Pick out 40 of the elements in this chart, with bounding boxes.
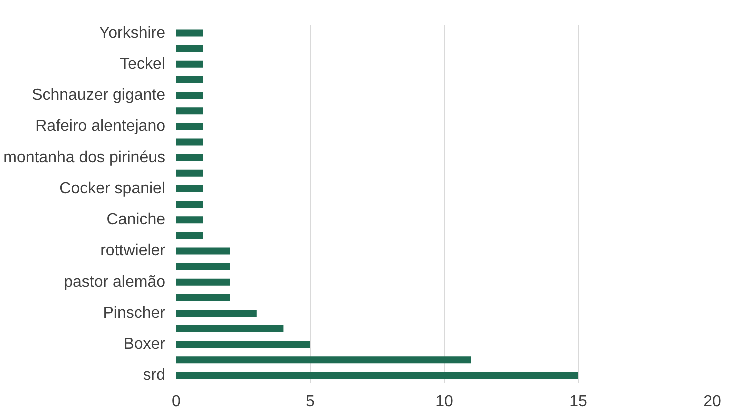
x-tick-label: 10 bbox=[436, 394, 454, 410]
bar bbox=[176, 170, 204, 177]
y-tick-label: rottwieler bbox=[100, 242, 166, 260]
y-tick-label: Cocker spaniel bbox=[60, 180, 166, 198]
bar bbox=[176, 278, 230, 286]
bar bbox=[176, 294, 230, 302]
bar bbox=[176, 310, 257, 317]
bar bbox=[176, 216, 204, 224]
bar bbox=[176, 60, 204, 68]
y-tick-label: pastor alemão bbox=[64, 274, 166, 291]
y-tick-label: montanha dos pirinéus bbox=[4, 149, 166, 166]
bar bbox=[176, 92, 204, 100]
y-tick-label: srd bbox=[143, 367, 166, 384]
bar bbox=[176, 232, 204, 240]
bar bbox=[176, 356, 472, 364]
x-tick-label: 0 bbox=[172, 394, 182, 410]
bar bbox=[176, 263, 230, 270]
bar bbox=[176, 201, 204, 208]
bar bbox=[176, 248, 230, 255]
x-tick-label: 5 bbox=[306, 394, 316, 410]
y-tick-label: Teckel bbox=[120, 56, 166, 73]
bar bbox=[176, 326, 284, 333]
bar bbox=[176, 185, 204, 192]
y-tick-label: Caniche bbox=[106, 212, 166, 229]
bar bbox=[176, 154, 204, 162]
bar bbox=[176, 76, 204, 84]
bar bbox=[176, 372, 578, 380]
bar bbox=[176, 123, 204, 130]
bar bbox=[176, 108, 204, 115]
x-tick-label: 15 bbox=[570, 394, 588, 410]
y-tick-label: Pinscher bbox=[103, 304, 166, 322]
bar bbox=[176, 341, 310, 348]
y-tick-label: Boxer bbox=[124, 336, 166, 354]
bar bbox=[176, 30, 204, 37]
y-tick-label: Schnauzer gigante bbox=[32, 87, 166, 104]
x-tick-label: 20 bbox=[704, 394, 722, 410]
y-tick-label: Rafeiro alentejano bbox=[36, 118, 166, 136]
bar bbox=[176, 138, 204, 146]
bar bbox=[176, 45, 204, 52]
y-tick-label: Yorkshire bbox=[99, 24, 166, 42]
